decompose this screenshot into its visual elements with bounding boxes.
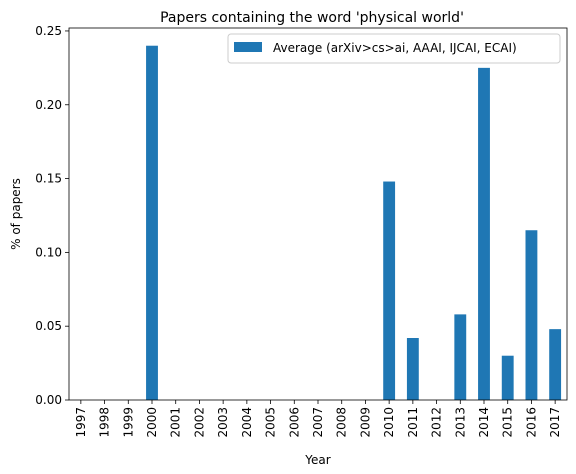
y-tick-label: 0.25 — [35, 24, 62, 38]
y-tick-label: 0.15 — [35, 172, 62, 186]
x-tick-label: 2006 — [287, 407, 301, 438]
x-tick-label: 2008 — [335, 407, 349, 438]
y-tick-label: 0.05 — [35, 319, 62, 333]
x-tick-label: 2010 — [382, 407, 396, 438]
plot-frame — [69, 28, 567, 400]
bar-2011 — [407, 338, 419, 400]
bar-2013 — [454, 314, 466, 400]
legend-swatch — [234, 42, 262, 52]
x-tick-label: 2004 — [240, 407, 254, 438]
y-tick-label: 0.20 — [35, 98, 62, 112]
x-tick-label: 2003 — [216, 407, 230, 438]
x-tick-label: 2000 — [145, 407, 159, 438]
x-axis-label: Year — [304, 453, 330, 467]
y-axis-ticks: 0.00 0.05 0.10 0.15 0.20 0.25 — [35, 24, 69, 407]
x-tick-label: 2002 — [192, 407, 206, 438]
x-tick-label: 2017 — [548, 407, 562, 438]
x-tick-label: 1999 — [121, 407, 135, 438]
y-tick-label: 0.10 — [35, 245, 62, 259]
x-axis-ticks: 1997 1998 1999 2000 2001 2002 2003 2004 2005 2006… — [74, 400, 562, 438]
x-tick-label: 2009 — [358, 407, 372, 438]
y-axis-label: % of papers — [9, 178, 23, 250]
bar-2015 — [502, 356, 514, 400]
x-tick-label: 2001 — [169, 407, 183, 438]
x-tick-label: 1997 — [74, 407, 88, 438]
y-tick-label: 0.00 — [35, 393, 62, 407]
chart-title: Papers containing the word 'physical wor… — [160, 10, 464, 26]
x-tick-label: 2012 — [430, 407, 444, 438]
bar-2000 — [146, 46, 158, 400]
bar-2016 — [526, 230, 538, 400]
bar-2014 — [478, 68, 490, 400]
x-tick-label: 1998 — [98, 407, 112, 438]
x-tick-label: 2011 — [406, 407, 420, 438]
x-tick-label: 2005 — [264, 407, 278, 438]
legend-label: Average (arXiv>cs>ai, AAAI, IJCAI, ECAI) — [273, 41, 517, 55]
bar-2017 — [549, 329, 561, 400]
x-tick-label: 2015 — [501, 407, 515, 438]
bars-group — [146, 46, 561, 400]
bar-2010 — [383, 182, 395, 400]
x-tick-label: 2016 — [524, 407, 538, 438]
x-tick-label: 2014 — [477, 407, 491, 438]
x-tick-label: 2013 — [453, 407, 467, 438]
legend: Average (arXiv>cs>ai, AAAI, IJCAI, ECAI) — [228, 34, 560, 63]
x-tick-label: 2007 — [311, 407, 325, 438]
